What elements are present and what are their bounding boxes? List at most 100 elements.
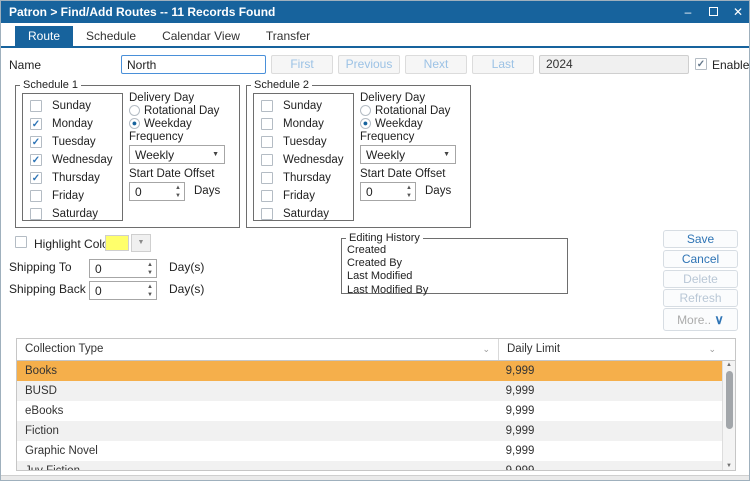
chevron-down-icon[interactable]: ⌄ (708, 344, 716, 354)
weekday-option[interactable]: ● Weekday (360, 117, 468, 130)
spin-down-icon[interactable]: ▼ (147, 292, 153, 298)
refresh-button[interactable]: Refresh (663, 289, 738, 307)
day-item[interactable]: ✓ Tuesday (23, 133, 122, 151)
minimize-icon[interactable]: – (684, 5, 692, 19)
close-icon[interactable]: ✕ (732, 5, 744, 19)
restore-icon[interactable] (706, 5, 720, 19)
rotational-day-option[interactable]: Rotational Day (360, 104, 468, 117)
tab-route[interactable]: Route (15, 26, 74, 46)
shipping-back-stepper[interactable]: 0 ▲ ▼ (89, 281, 157, 300)
day-item[interactable]: Sunday (23, 97, 122, 115)
previous-button[interactable]: Previous (338, 55, 400, 74)
spin-up-icon[interactable]: ▲ (175, 185, 181, 191)
weekday-radio[interactable]: ● (360, 118, 371, 129)
tab-schedule[interactable]: Schedule (86, 29, 137, 43)
day-label: Sunday (52, 100, 92, 112)
highlight-colour-dropdown[interactable]: ▼ (131, 234, 151, 252)
wednesday-checkbox[interactable] (261, 154, 273, 166)
cancel-button[interactable]: Cancel (663, 250, 738, 268)
frequency-select[interactable]: Weekly ▼ (360, 145, 456, 164)
day-item[interactable]: Saturday (254, 205, 353, 223)
day-item[interactable]: Friday (254, 187, 353, 205)
editing-history-legend: Editing History (349, 232, 420, 244)
weekday-radio[interactable]: ● (129, 118, 140, 129)
friday-checkbox[interactable] (261, 190, 273, 202)
wednesday-checkbox[interactable]: ✓ (30, 154, 42, 166)
frequency-select[interactable]: Weekly ▼ (129, 145, 225, 164)
table-row[interactable]: BUSD 9,999 (17, 381, 722, 401)
scrollbar-thumb[interactable] (726, 371, 733, 429)
day-label: Monday (283, 118, 324, 130)
chevron-down-icon[interactable]: ⌄ (482, 344, 490, 354)
radio-label: Weekday (375, 117, 423, 130)
table-row[interactable]: Books 9,999 (17, 361, 722, 381)
day-item[interactable]: Tuesday (254, 133, 353, 151)
rotational-day-option[interactable]: Rotational Day (129, 104, 237, 117)
collection-table: Collection Type ⌄ Daily Limit ⌄ Books 9,… (16, 338, 736, 471)
rotational-day-radio[interactable] (360, 105, 371, 116)
day-item[interactable]: Wednesday (254, 151, 353, 169)
day-item[interactable]: Saturday (23, 205, 122, 223)
cell-daily-limit: 9,999 (505, 425, 535, 437)
start-date-offset-stepper[interactable]: 0 ▲ ▼ (129, 182, 185, 201)
day-item[interactable]: Sunday (254, 97, 353, 115)
save-button[interactable]: Save (663, 230, 738, 248)
monday-checkbox[interactable] (261, 118, 273, 130)
table-scrollbar[interactable]: ▲ ▼ (722, 361, 735, 470)
tab-calendar-view[interactable]: Calendar View (162, 29, 240, 43)
history-last-modified-by: Last Modified By (347, 283, 429, 296)
day-item[interactable]: ✓ Wednesday (23, 151, 122, 169)
tuesday-checkbox[interactable]: ✓ (30, 136, 42, 148)
spin-up-icon[interactable]: ▲ (147, 262, 153, 268)
day-item[interactable]: Thursday (254, 169, 353, 187)
enabled-checkbox[interactable]: ✓ (695, 58, 707, 70)
cell-daily-limit: 9,999 (505, 465, 535, 471)
day-item[interactable]: Friday (23, 187, 122, 205)
day-item[interactable]: ✓ Thursday (23, 169, 122, 187)
history-created-by: Created By (347, 257, 403, 270)
sunday-checkbox[interactable] (30, 100, 42, 112)
table-row[interactable]: Fiction 9,999 (17, 421, 722, 441)
thursday-checkbox[interactable] (261, 172, 273, 184)
highlight-colour-checkbox[interactable] (15, 236, 27, 248)
name-input[interactable] (121, 55, 266, 74)
column-header-daily-limit[interactable]: Daily Limit ⌄ (499, 339, 724, 360)
saturday-checkbox[interactable] (30, 208, 42, 220)
spin-up-icon[interactable]: ▲ (147, 284, 153, 290)
history-last-modified: Last Modified (347, 270, 413, 283)
weekday-option[interactable]: ● Weekday (129, 117, 237, 130)
last-button[interactable]: Last (472, 55, 534, 74)
spin-down-icon[interactable]: ▼ (147, 270, 153, 276)
monday-checkbox[interactable]: ✓ (30, 118, 42, 130)
day-item[interactable]: Monday (254, 115, 353, 133)
day-item[interactable]: ✓ Monday (23, 115, 122, 133)
table-row[interactable]: Graphic Novel 9,999 (17, 441, 722, 461)
scroll-down-icon[interactable]: ▼ (726, 463, 732, 469)
first-button[interactable]: First (271, 55, 333, 74)
scroll-up-icon[interactable]: ▲ (726, 362, 732, 368)
schedule2-day-list: Sunday Monday Tuesday Wednesday Thursday… (253, 93, 354, 221)
tab-transfer[interactable]: Transfer (265, 29, 311, 43)
year-field: 2024 (539, 55, 689, 74)
spin-down-icon[interactable]: ▼ (175, 193, 181, 199)
frequency-label: Frequency (129, 131, 184, 143)
saturday-checkbox[interactable] (261, 208, 273, 220)
thursday-checkbox[interactable]: ✓ (30, 172, 42, 184)
radio-label: Rotational Day (375, 104, 451, 117)
tuesday-checkbox[interactable] (261, 136, 273, 148)
delete-button[interactable]: Delete (663, 270, 738, 288)
column-header-collection-type[interactable]: Collection Type ⌄ (17, 339, 499, 360)
delivery-day-label: Delivery Day (360, 92, 426, 104)
rotational-day-radio[interactable] (129, 105, 140, 116)
table-row[interactable]: Juv Fiction 9,999 (17, 461, 722, 471)
more-button[interactable]: More.. ∨ (663, 308, 738, 331)
table-row[interactable]: eBooks 9,999 (17, 401, 722, 421)
spin-up-icon[interactable]: ▲ (406, 185, 412, 191)
start-date-offset-stepper[interactable]: 0 ▲ ▼ (360, 182, 416, 201)
spin-down-icon[interactable]: ▼ (406, 193, 412, 199)
sunday-checkbox[interactable] (261, 100, 273, 112)
shipping-to-stepper[interactable]: 0 ▲ ▼ (89, 259, 157, 278)
next-button[interactable]: Next (405, 55, 467, 74)
friday-checkbox[interactable] (30, 190, 42, 202)
